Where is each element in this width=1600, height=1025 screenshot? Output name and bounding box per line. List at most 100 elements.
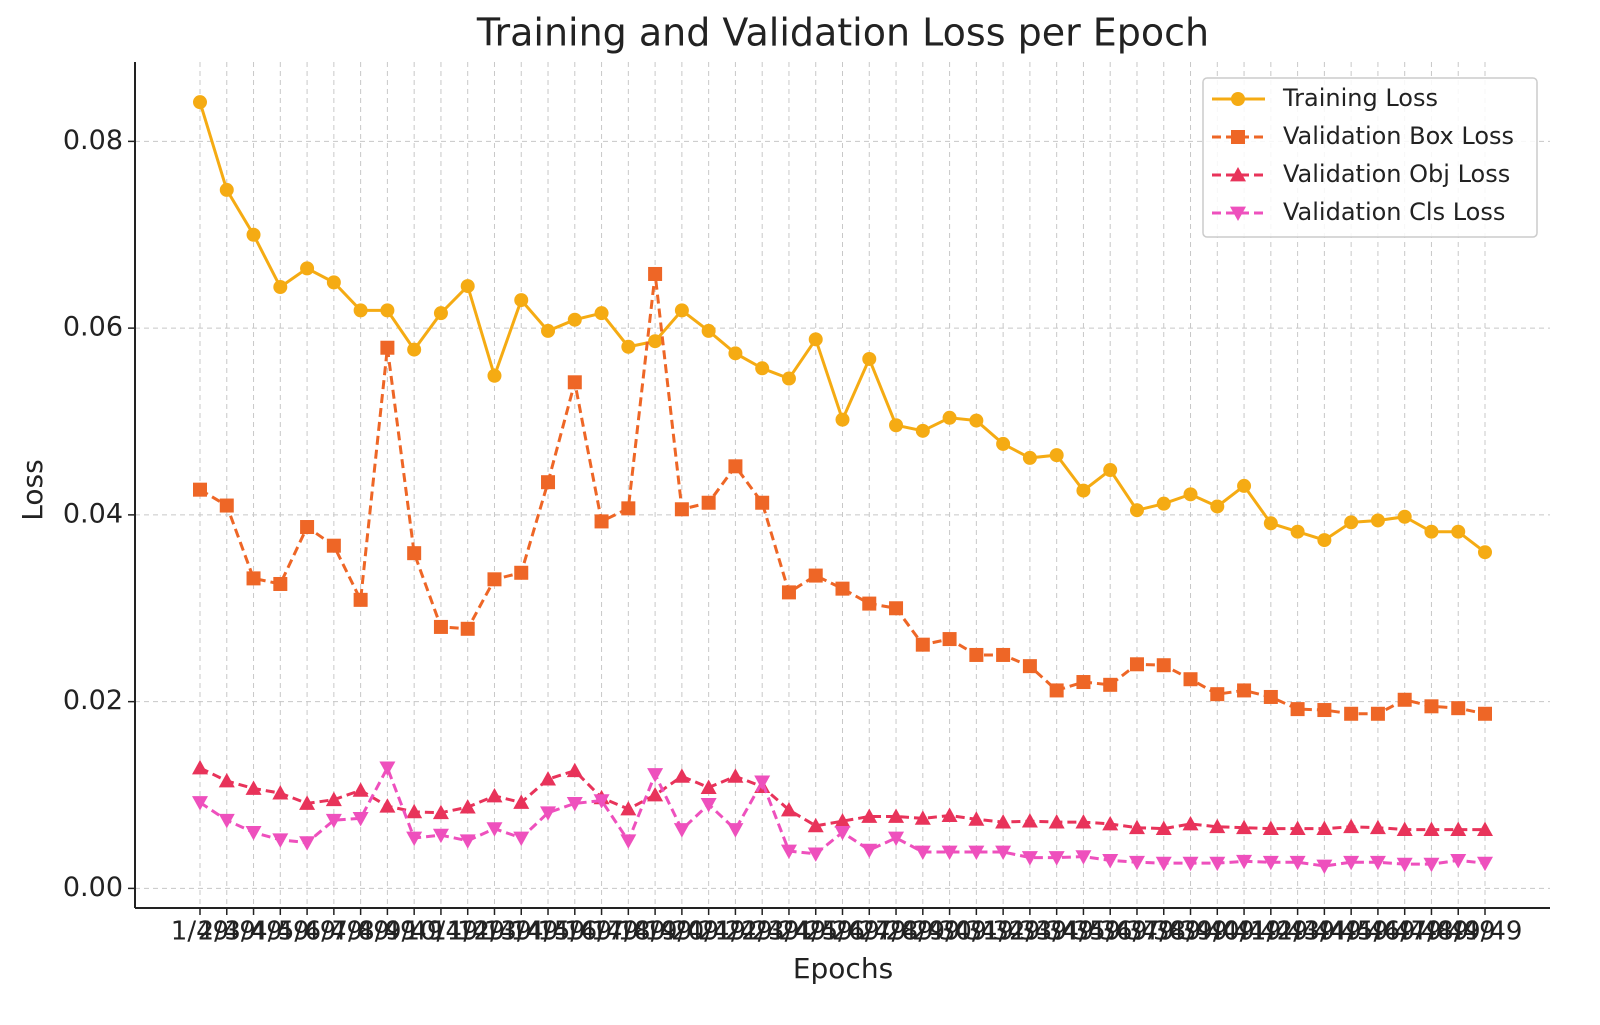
point: [1450, 821, 1467, 836]
point: [1156, 496, 1171, 511]
point: [861, 808, 878, 823]
point: [807, 847, 824, 862]
point: [673, 768, 690, 783]
x-tick-label: 12/49: [457, 917, 532, 947]
point: [300, 520, 315, 535]
x-tick-label: 22/49: [725, 917, 800, 947]
point: [1423, 821, 1440, 836]
point: [834, 813, 851, 828]
point: [755, 361, 770, 376]
point: [728, 459, 743, 474]
point: [459, 799, 476, 814]
point: [487, 368, 502, 383]
point: [1396, 821, 1413, 836]
point: [380, 340, 395, 355]
point: [834, 825, 851, 841]
point: [1370, 513, 1385, 528]
point: [1262, 855, 1279, 871]
point: [888, 808, 905, 823]
x-tick-label: 4/49: [251, 917, 309, 947]
point: [1209, 856, 1226, 872]
point: [780, 844, 797, 860]
point: [647, 768, 664, 783]
x-tick-label: 30/49: [939, 917, 1014, 947]
point: [807, 817, 824, 833]
point: [1022, 450, 1037, 465]
point: [915, 637, 930, 652]
point: [1317, 703, 1332, 718]
point: [245, 825, 262, 841]
x-tick-label: 20/49: [671, 917, 746, 947]
x-tick-label: 26/49: [832, 917, 907, 947]
x-tick-label: 18/49: [618, 917, 693, 947]
point: [1451, 701, 1466, 716]
x-tick-label: 49/49: [1448, 917, 1523, 947]
legend-marker: [1231, 130, 1245, 144]
point: [432, 828, 449, 844]
point: [889, 601, 904, 616]
point: [219, 498, 234, 513]
point: [567, 375, 582, 390]
point: [889, 418, 904, 433]
x-tick-label: 42/49: [1260, 917, 1335, 947]
x-tick-label: 17/49: [591, 917, 666, 947]
point: [514, 565, 529, 580]
point: [406, 803, 423, 819]
point: [1075, 814, 1092, 829]
point: [1450, 853, 1467, 869]
point: [1102, 815, 1119, 831]
point: [1210, 687, 1225, 702]
point: [219, 182, 234, 197]
x-tick-label: 33/49: [1019, 917, 1094, 947]
point: [1182, 815, 1199, 831]
point: [593, 794, 610, 809]
legend-marker: [1231, 92, 1245, 106]
point: [1155, 856, 1172, 872]
point: [674, 502, 689, 517]
point: [1103, 463, 1118, 478]
legend-marker: [1230, 167, 1246, 182]
point: [1103, 677, 1118, 692]
point: [433, 306, 448, 321]
point: [701, 495, 716, 510]
point: [326, 538, 341, 553]
point: [272, 785, 289, 800]
point: [567, 312, 582, 327]
x-tick-label: 2/49: [198, 917, 256, 947]
x-tick-label: 40/49: [1207, 917, 1282, 947]
point: [353, 303, 368, 318]
x-tick-label: 44/49: [1314, 917, 1389, 947]
point: [1236, 854, 1253, 870]
point: [218, 773, 235, 788]
x-tick-label: 3/49: [224, 917, 282, 947]
point: [594, 306, 609, 321]
point: [968, 811, 985, 826]
point: [995, 845, 1012, 860]
point: [380, 303, 395, 318]
point: [1076, 675, 1091, 690]
point: [1262, 820, 1279, 836]
point: [352, 811, 369, 827]
x-tick-label: 32/49: [992, 917, 1067, 947]
point: [862, 596, 877, 611]
point: [861, 843, 878, 859]
point: [1237, 478, 1252, 493]
point: [996, 647, 1011, 662]
point: [969, 413, 984, 428]
point: [459, 834, 476, 849]
point: [1128, 819, 1145, 835]
point: [352, 782, 369, 797]
point: [1022, 659, 1037, 674]
point: [968, 845, 985, 860]
y-tick-label: 0.04: [63, 498, 123, 529]
point: [246, 571, 261, 586]
point: [754, 775, 771, 790]
point: [1451, 524, 1466, 539]
x-tick-label: 13/49: [484, 917, 559, 947]
point: [1236, 819, 1253, 835]
point: [1049, 448, 1064, 463]
point: [513, 831, 530, 846]
point: [541, 475, 556, 490]
x-tick-label: 29/49: [912, 917, 987, 947]
point: [1048, 814, 1065, 829]
